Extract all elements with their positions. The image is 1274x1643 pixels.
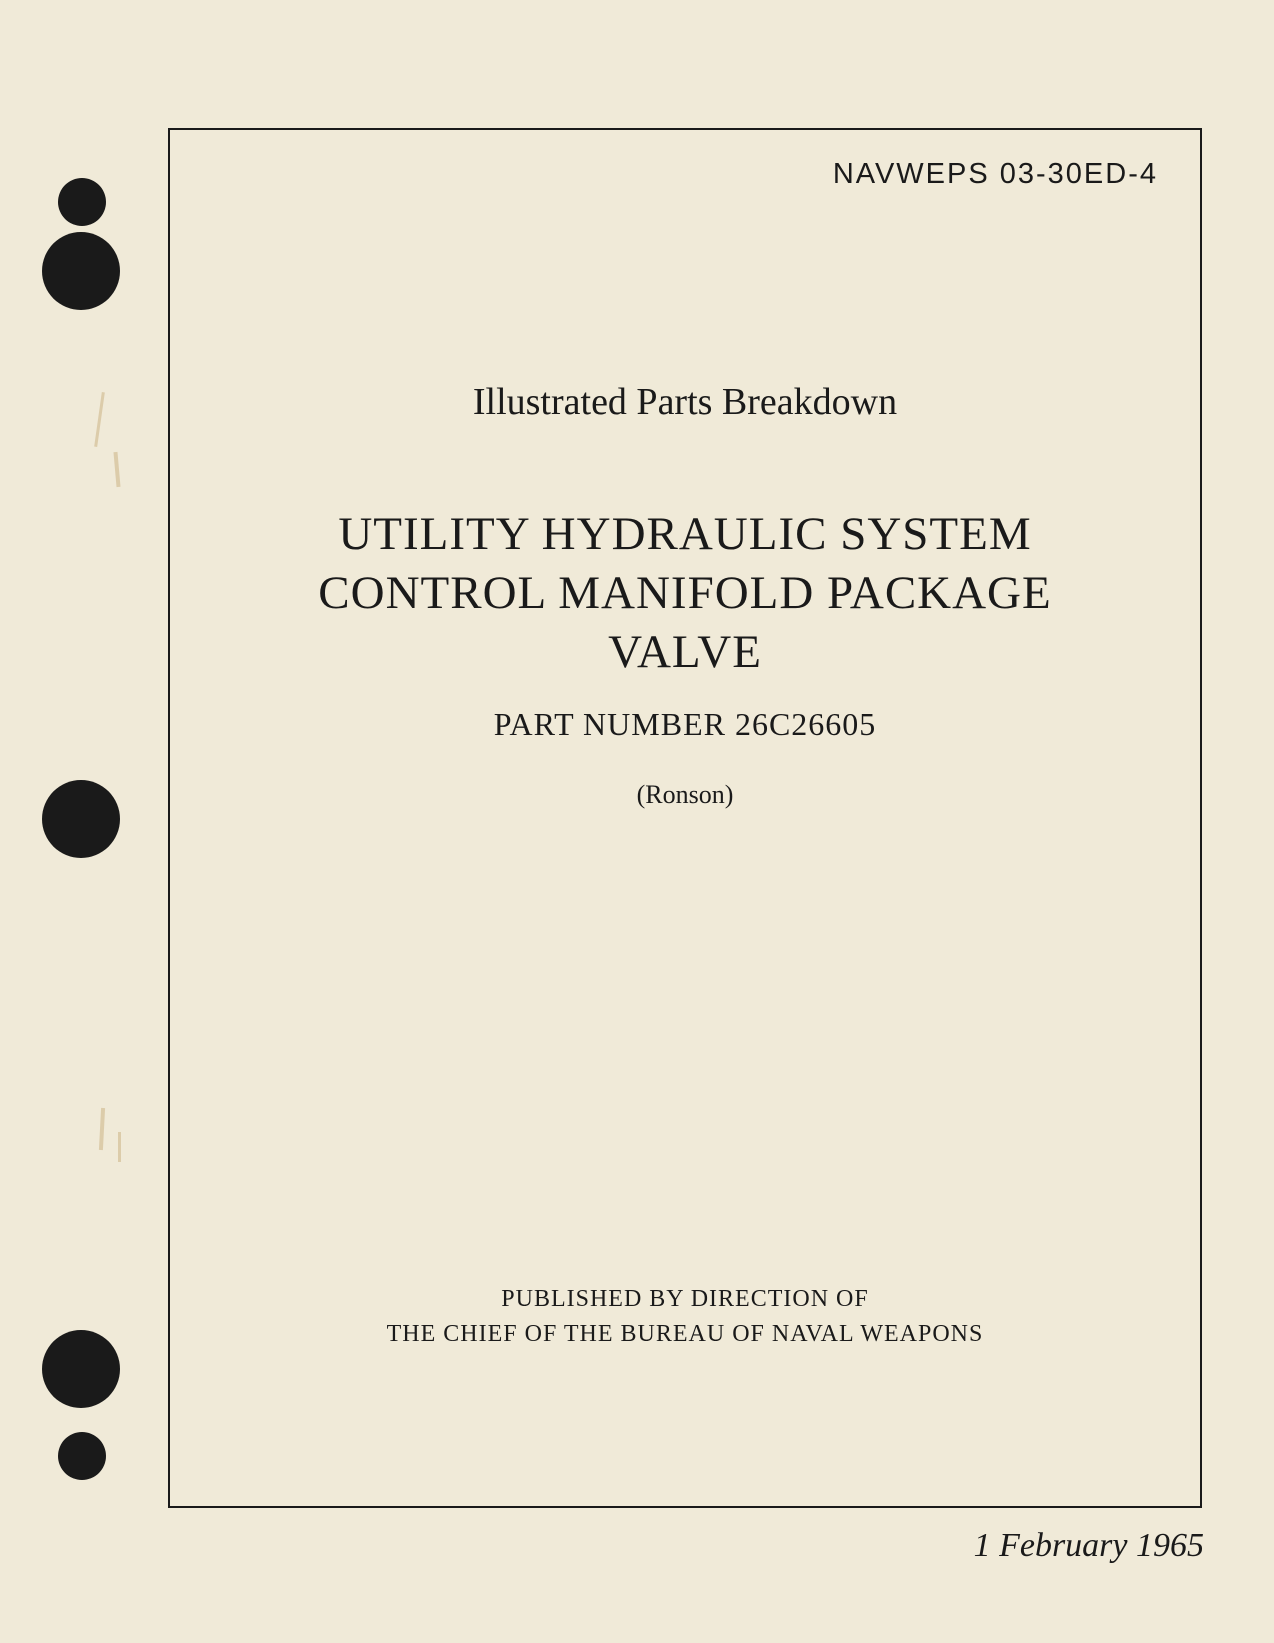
paper-stain: [94, 392, 105, 447]
document-subtitle: Illustrated Parts Breakdown: [170, 380, 1200, 424]
document-title: UTILITY HYDRAULIC SYSTEM CONTROL MANIFOL…: [170, 505, 1200, 681]
publisher-line-1: PUBLISHED BY DIRECTION OF: [170, 1282, 1200, 1317]
manufacturer-name: (Ronson): [170, 780, 1200, 810]
punch-hole: [58, 1432, 106, 1480]
part-number: PART NUMBER 26C26605: [170, 706, 1200, 743]
punch-hole: [42, 780, 120, 858]
document-date: 1 February 1965: [974, 1527, 1204, 1565]
document-number: NAVWEPS 03-30ED-4: [833, 158, 1158, 191]
paper-stain: [99, 1108, 105, 1150]
document-page: NAVWEPS 03-30ED-4 Illustrated Parts Brea…: [0, 0, 1274, 1643]
paper-stain: [113, 452, 120, 487]
punch-hole: [42, 1330, 120, 1408]
paper-stain: [118, 1132, 121, 1162]
publisher-info: PUBLISHED BY DIRECTION OF THE CHIEF OF T…: [170, 1282, 1200, 1352]
punch-hole: [58, 178, 106, 226]
punch-hole: [42, 232, 120, 310]
title-line: UTILITY HYDRAULIC SYSTEM CONTROL MANIFOL…: [318, 508, 1051, 678]
content-border: NAVWEPS 03-30ED-4 Illustrated Parts Brea…: [168, 128, 1202, 1508]
publisher-line-2: THE CHIEF OF THE BUREAU OF NAVAL WEAPONS: [170, 1317, 1200, 1352]
